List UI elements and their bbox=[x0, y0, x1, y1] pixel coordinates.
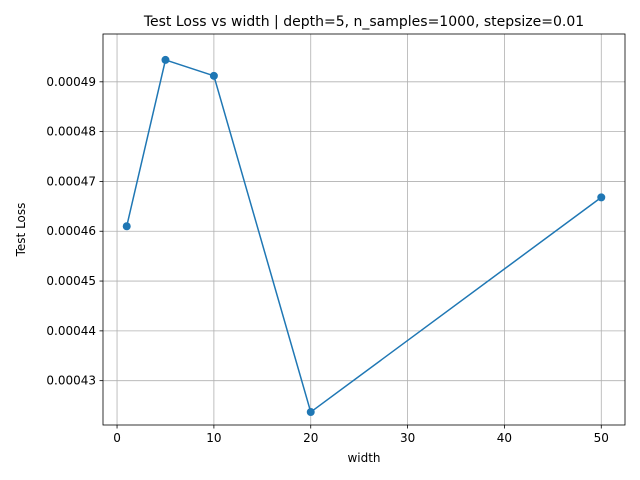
x-tick-label: 10 bbox=[206, 431, 221, 445]
y-tick-label: 0.00044 bbox=[46, 324, 96, 338]
data-point bbox=[161, 55, 170, 64]
series-line bbox=[125, 59, 602, 413]
x-axis-label: width bbox=[347, 451, 380, 465]
x-tick-label: 0 bbox=[113, 431, 121, 445]
series-layer bbox=[122, 55, 606, 417]
x-tick-label: 30 bbox=[400, 431, 415, 445]
y-tick-label: 0.00049 bbox=[46, 75, 96, 89]
y-axis-label: Test Loss bbox=[14, 203, 28, 258]
chart-title: Test Loss vs width | depth=5, n_samples=… bbox=[143, 14, 584, 30]
data-point bbox=[597, 193, 606, 202]
data-point bbox=[209, 71, 218, 80]
y-tick-label: 0.00045 bbox=[46, 274, 96, 288]
grid bbox=[103, 34, 625, 425]
axes-frame bbox=[102, 33, 626, 426]
data-point bbox=[306, 408, 315, 417]
y-tick-label: 0.00047 bbox=[46, 174, 96, 188]
y-tick-label: 0.00043 bbox=[46, 374, 96, 388]
x-tick-label: 40 bbox=[497, 431, 512, 445]
y-tick-label: 0.00046 bbox=[46, 224, 96, 238]
y-axis-ticks: 0.00043 0.00044 0.00045 0.00046 0.00047 0.000… bbox=[46, 75, 103, 388]
y-tick-label: 0.00048 bbox=[46, 125, 96, 139]
x-tick-label: 50 bbox=[594, 431, 609, 445]
x-tick-label: 20 bbox=[303, 431, 318, 445]
data-point bbox=[122, 222, 131, 231]
x-axis-ticks: 0 10 20 30 40 50 bbox=[113, 425, 609, 445]
